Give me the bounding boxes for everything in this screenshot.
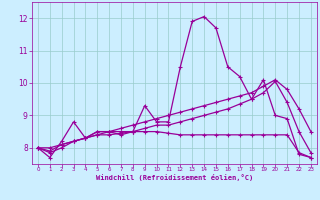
X-axis label: Windchill (Refroidissement éolien,°C): Windchill (Refroidissement éolien,°C) [96, 174, 253, 181]
